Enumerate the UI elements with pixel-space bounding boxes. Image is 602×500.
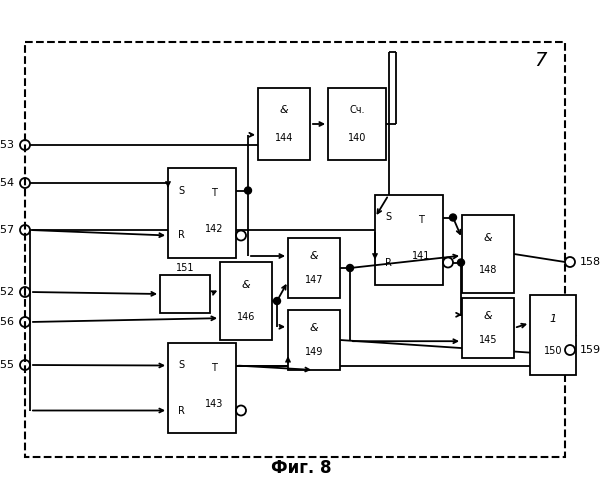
Text: 145: 145 (479, 335, 497, 345)
Text: 151: 151 (176, 263, 194, 273)
Text: 149: 149 (305, 347, 323, 357)
Bar (288, 310, 340, 370)
Text: 156: 156 (0, 317, 15, 327)
Text: &: & (483, 311, 492, 321)
Text: 143: 143 (205, 399, 223, 409)
Text: &: & (280, 104, 288, 115)
Text: T: T (211, 363, 217, 373)
Circle shape (347, 264, 353, 272)
Text: &: & (483, 234, 492, 243)
Text: S: S (179, 186, 185, 196)
Text: 155: 155 (0, 360, 15, 370)
Bar (462, 215, 514, 293)
Text: 158: 158 (580, 257, 601, 267)
Circle shape (450, 214, 456, 221)
Circle shape (458, 259, 465, 266)
Bar (160, 275, 210, 313)
Text: 141: 141 (412, 251, 430, 261)
Bar (530, 295, 576, 375)
Text: &: & (241, 280, 250, 290)
Bar (258, 88, 310, 160)
Text: 152: 152 (0, 287, 15, 297)
Bar (168, 343, 236, 433)
Bar (220, 262, 272, 340)
Text: 142: 142 (205, 224, 223, 234)
Text: 150: 150 (544, 346, 562, 356)
Text: S: S (179, 360, 185, 370)
Text: T: T (418, 215, 424, 225)
Text: 144: 144 (275, 134, 293, 143)
Text: 148: 148 (479, 264, 497, 274)
Text: R: R (178, 230, 185, 240)
Text: 7: 7 (534, 50, 546, 70)
Bar (462, 298, 514, 358)
Text: 159: 159 (580, 345, 601, 355)
Text: 146: 146 (237, 312, 255, 322)
Text: 1: 1 (550, 314, 557, 324)
Circle shape (273, 298, 281, 304)
Text: &: & (309, 323, 318, 333)
Circle shape (244, 187, 252, 194)
Text: 157: 157 (0, 225, 15, 235)
Bar (288, 238, 340, 298)
Text: &: & (309, 251, 318, 261)
Bar (25, 42, 565, 457)
Text: Фиг. 8: Фиг. 8 (271, 459, 331, 477)
Bar (328, 88, 386, 160)
Text: R: R (178, 406, 185, 415)
Text: 154: 154 (0, 178, 15, 188)
Text: Сч.: Сч. (349, 104, 365, 115)
Text: T: T (211, 188, 217, 198)
Text: 147: 147 (305, 275, 323, 285)
Text: R: R (385, 258, 392, 268)
Text: 153: 153 (0, 140, 15, 150)
Bar (168, 168, 236, 258)
Bar (375, 195, 443, 285)
Text: 140: 140 (348, 134, 366, 143)
Text: S: S (385, 212, 392, 222)
